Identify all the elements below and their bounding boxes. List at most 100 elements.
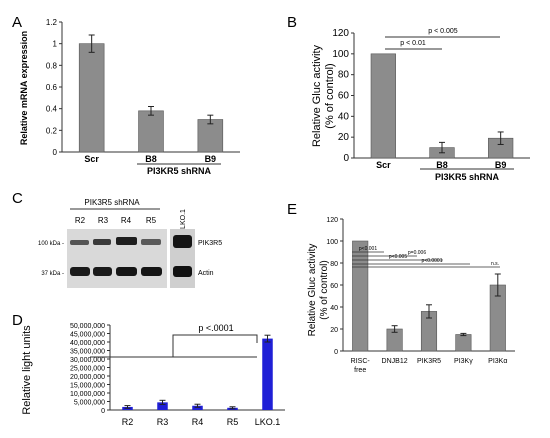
chart-b-ytick-label: 40 <box>338 111 350 122</box>
chart-d-ytick-label: 50,000,000 <box>70 323 105 330</box>
chart-e-ylabel-line1: Relative Gluc activity <box>307 244 318 337</box>
chart-b-annotation-1: p < 0.01 <box>400 40 426 47</box>
chart-e-annotation-4: p<0.0001 <box>422 258 443 264</box>
chart-b-ylabel-line1: Relative Gluc activity <box>311 44 323 147</box>
western-blot: PIK3R5 shRNA R2 R3 R4 R5 LKO.1 100 kDa -… <box>38 198 222 288</box>
chart-e-bar <box>352 240 369 352</box>
blot-lane-r2: R2 <box>75 216 86 225</box>
chart-d-ytick-label: 15,000,000 <box>70 383 105 390</box>
chart-e-ylabel-line2: (% of control) <box>319 260 330 319</box>
blot-label-top: PIK3R5 <box>198 240 222 247</box>
blot-lane-r3: R3 <box>98 216 109 225</box>
chart-b-category-label: B9 <box>495 160 507 170</box>
blot-header: PIK3R5 shRNA <box>84 198 140 207</box>
panel-label-b: B <box>287 14 297 31</box>
chart-e-category-label: PI3Kα <box>488 358 507 365</box>
chart-d-ytick-label: 45,000,000 <box>70 332 105 339</box>
chart-b-bar <box>370 53 396 159</box>
chart-e-annotation-5: n.s. <box>491 261 499 267</box>
chart-b-ytick-label: 80 <box>338 70 350 81</box>
chart-b-group-label: PI3KR5 shRNA <box>435 172 500 182</box>
chart-e: Relative Gluc activity (% of control) 0 2… <box>307 217 515 374</box>
chart-e-category-label: RISC- <box>351 358 371 365</box>
chart-e-category-label: DNJB12 <box>382 358 408 365</box>
chart-d-bar <box>157 402 168 410</box>
chart-a-ytick-label: 1 <box>53 40 58 49</box>
chart-d-annotation: p <.0001 <box>198 323 233 333</box>
blot-band-bottom-r5 <box>141 267 162 276</box>
chart-d-ytick-label: 5,000,000 <box>74 400 105 407</box>
blot-band-top-r2 <box>70 240 89 245</box>
chart-d-bar <box>262 338 273 410</box>
chart-b-category-label: Scr <box>376 160 391 170</box>
chart-a-bar <box>138 110 164 153</box>
blot-size-bottom: 37 kDa - <box>41 271 64 277</box>
blot-band-bottom-lko1 <box>173 266 192 277</box>
blot-band-top-r4 <box>116 237 137 245</box>
chart-e-annotation-3: p<0.005 <box>389 254 407 260</box>
chart-b-ytick-label: 20 <box>338 132 350 143</box>
chart-d: Relative light units 05,000,000 10,000,00… <box>21 323 285 427</box>
panel-label-d: D <box>12 312 23 329</box>
chart-b-ytick-label: 120 <box>332 28 349 39</box>
chart-e-ytick-label: 80 <box>330 261 338 268</box>
chart-a-ytick-label: 1.2 <box>46 18 58 27</box>
chart-d-category-label: R3 <box>157 417 169 427</box>
chart-a-ytick-label: 0 <box>53 148 58 157</box>
chart-e-ytick-label: 120 <box>326 217 338 224</box>
chart-b-ytick-label: 0 <box>343 153 349 164</box>
blot-lane-r4: R4 <box>121 216 132 225</box>
chart-d-category-label: LKO.1 <box>255 417 281 427</box>
chart-a-bar <box>78 43 105 153</box>
chart-a-ytick-label: 0.4 <box>46 105 58 114</box>
blot-size-top: 100 kDa - <box>38 241 64 247</box>
chart-b-ytick-label: 60 <box>338 91 350 102</box>
chart-b-ylabel-line2: (% of control) <box>324 63 336 128</box>
chart-e-annotation-1: p<0.001 <box>359 246 377 252</box>
blot-band-bottom-r4 <box>116 267 137 276</box>
chart-e-bar <box>455 334 472 352</box>
chart-d-ytick-label: 20,000,000 <box>70 374 105 381</box>
chart-a: Relative mRNA expression 0 0.2 0.4 0.6 0.8 1 1… <box>19 18 240 176</box>
chart-d-ytick-label: 10,000,000 <box>70 391 105 398</box>
chart-e-ytick-label: 0 <box>334 349 338 356</box>
chart-d-bar <box>192 405 203 410</box>
chart-d-ytick-label: 30,000,000 <box>70 357 105 364</box>
chart-d-sig-bracket <box>90 334 258 358</box>
blot-band-bottom-r2 <box>70 267 90 276</box>
chart-d-ytick-label: 35,000,000 <box>70 349 105 356</box>
chart-d-category-label: R2 <box>122 417 134 427</box>
panel-label-e: E <box>287 201 297 218</box>
blot-lane-lko1: LKO.1 <box>180 209 187 229</box>
blot-lane-r5: R5 <box>146 216 157 225</box>
chart-e-ytick-label: 60 <box>330 283 338 290</box>
chart-b-ytick-label: 100 <box>332 49 349 60</box>
chart-e-ytick-label: 100 <box>326 239 338 246</box>
blot-band-bottom-r3 <box>93 267 112 276</box>
chart-b: Relative Gluc activity (% of control) 0 2… <box>311 28 530 182</box>
blot-band-top-lko1 <box>173 235 192 248</box>
chart-d-ytick-label: 40,000,000 <box>70 340 105 347</box>
chart-a-bar <box>197 119 224 153</box>
chart-a-group-label: PI3KR5 shRNA <box>147 166 212 176</box>
chart-a-category-label: B9 <box>205 154 217 164</box>
chart-a-ytick-label: 0.8 <box>46 61 58 70</box>
chart-d-ytick-label: 25,000,000 <box>70 366 105 373</box>
chart-e-category-label: PIK3R5 <box>417 358 441 365</box>
panel-label-a: A <box>12 14 22 31</box>
chart-d-ytick-label: 0 <box>101 408 105 415</box>
chart-a-ytick-label: 0.6 <box>46 83 58 92</box>
chart-a-category-label: Scr <box>84 154 99 164</box>
chart-d-category-label: R5 <box>227 417 239 427</box>
chart-a-ylabel: Relative mRNA expression <box>19 31 29 145</box>
chart-d-ylabel: Relative light units <box>21 325 33 415</box>
chart-d-category-label: R4 <box>192 417 204 427</box>
chart-e-ytick-label: 40 <box>330 305 338 312</box>
chart-e-category-label: PI3Kγ <box>454 358 473 365</box>
chart-e-annotation-2: p=0.006 <box>408 250 426 256</box>
panel-label-c: C <box>12 190 23 207</box>
chart-e-category-label: free <box>354 367 366 374</box>
blot-band-top-r5 <box>141 239 161 245</box>
chart-a-category-label: B8 <box>145 154 157 164</box>
